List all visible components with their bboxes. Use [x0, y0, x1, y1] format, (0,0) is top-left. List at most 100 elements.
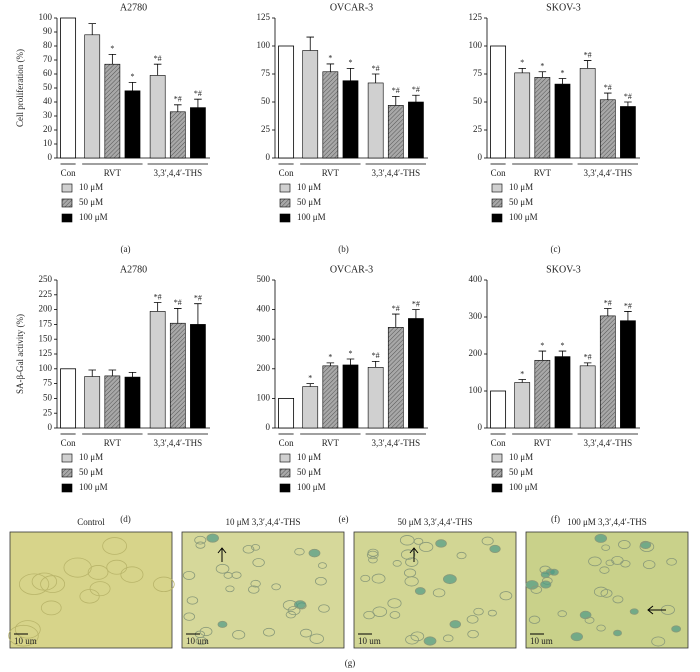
y-tick-label: 125	[39, 348, 53, 358]
y-tick-label: 175	[39, 318, 53, 328]
bar	[190, 324, 206, 429]
y-tick-label: 500	[257, 274, 271, 284]
error-bar	[306, 36, 315, 51]
error-bar	[518, 379, 527, 383]
cell	[153, 576, 175, 593]
cell	[410, 631, 425, 642]
bar	[367, 82, 384, 159]
error-bar	[624, 311, 632, 321]
cell	[666, 557, 677, 566]
y-tick-label: 10	[43, 138, 53, 148]
cell	[217, 620, 228, 628]
bar	[408, 318, 424, 429]
error-bar	[558, 78, 567, 85]
cell	[195, 541, 206, 549]
cell	[232, 630, 246, 640]
y-tick-label: 200	[469, 348, 483, 358]
significance: *#	[412, 299, 420, 308]
y-tick-label: 100	[469, 40, 483, 50]
y-tick-label: 60	[43, 68, 53, 78]
cell	[309, 633, 324, 644]
cell	[366, 550, 379, 560]
significance: *#	[584, 353, 592, 362]
cell	[588, 556, 602, 567]
error-bar	[538, 71, 547, 78]
cell	[8, 624, 39, 647]
group-label: 3,3′,4,4′-THS	[583, 438, 632, 448]
significance: *#	[392, 86, 400, 95]
y-tick-label: 0	[478, 422, 483, 432]
panel-label: (f)	[551, 514, 560, 524]
control-label: Con	[279, 168, 295, 178]
y-tick-label: 100	[469, 385, 483, 395]
error-bar	[371, 361, 380, 368]
error-bar	[108, 369, 117, 376]
significance: *#	[372, 351, 380, 360]
significance: *	[540, 341, 544, 350]
group-label: 3,3′,4,4′-THS	[371, 168, 420, 178]
bar	[322, 365, 339, 429]
legend-label: 10 μM	[509, 182, 533, 192]
cell	[456, 551, 467, 560]
cell	[671, 625, 682, 633]
chart-title: A2780	[120, 2, 147, 13]
y-tick-label: 0	[266, 422, 271, 432]
control-label: Con	[61, 168, 77, 178]
y-tick-label: 50	[43, 82, 53, 92]
error-bar	[624, 101, 632, 107]
scale-label: 10 um	[358, 636, 381, 646]
bar	[169, 111, 186, 159]
chart-title: SKOV-3	[546, 264, 581, 275]
group-label: RVT	[104, 438, 122, 448]
cell	[294, 600, 307, 609]
arrow	[217, 547, 227, 562]
cell	[414, 587, 426, 595]
cell	[225, 585, 235, 593]
error-bar	[583, 60, 592, 69]
error-bar	[392, 313, 400, 328]
legend-swatch	[491, 213, 503, 223]
y-tick-label: 0	[48, 152, 53, 162]
error-bar	[88, 23, 97, 35]
bar	[534, 359, 551, 429]
cell	[250, 579, 261, 588]
cell	[549, 568, 559, 576]
cell	[389, 611, 401, 619]
y-tick-label: 400	[257, 304, 271, 314]
cell	[40, 600, 62, 616]
cell	[443, 634, 454, 643]
y-tick-label: 30	[43, 110, 53, 120]
cell	[400, 549, 416, 560]
y-tick-label: 250	[39, 274, 53, 284]
cell	[481, 536, 494, 546]
bar	[149, 75, 166, 159]
cell	[206, 533, 219, 543]
cell	[271, 583, 281, 591]
legend-swatch	[279, 198, 291, 208]
y-tick-label: 300	[257, 333, 271, 343]
significance: *	[560, 68, 564, 77]
error-bar	[306, 383, 315, 387]
error-bar	[326, 63, 335, 72]
control-bar	[278, 45, 295, 159]
bar	[190, 107, 206, 159]
y-tick-label: 50	[261, 96, 271, 106]
cell	[405, 557, 419, 567]
cell	[605, 559, 615, 567]
y-tick-label: 300	[469, 311, 483, 321]
bar	[322, 71, 339, 159]
cell	[419, 541, 434, 553]
cell	[318, 604, 330, 613]
cell	[642, 560, 656, 570]
legend-swatch	[491, 453, 503, 463]
cell	[612, 595, 624, 604]
chart-title: A2780	[120, 264, 147, 275]
cell	[314, 576, 327, 586]
cell	[613, 629, 622, 637]
error-bar	[174, 308, 182, 324]
cell	[584, 616, 595, 624]
cell	[466, 615, 479, 624]
cell	[294, 547, 305, 556]
panel-label: (b)	[338, 244, 349, 254]
significance: *#	[154, 54, 162, 63]
